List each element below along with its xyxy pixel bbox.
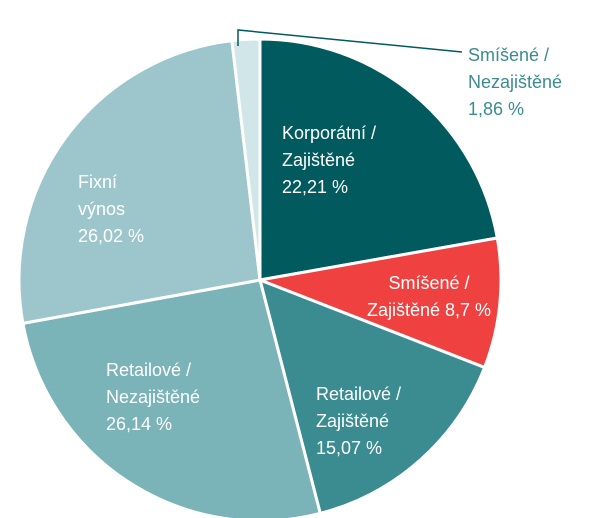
slice-label: Fixní výnos 26,02 % — [78, 169, 150, 250]
slice-label: Smíšené / Zajištěné 8,7 % — [352, 270, 506, 324]
value-label: 26,14 % — [106, 414, 173, 434]
category: Retailové / Nezajištěné — [106, 360, 201, 407]
pie-slice — [230, 37, 262, 281]
pie-slice — [254, 236, 503, 370]
slice-label: Retailové / Nezajištěné 26,14 % — [106, 357, 236, 438]
leader-line — [237, 29, 463, 53]
value-label: 26,02 % — [78, 226, 145, 246]
value-label: 22,21 % — [282, 177, 349, 197]
category: Smíšené / Nezajištěné — [468, 45, 563, 92]
pie-slice — [21, 278, 323, 518]
pie-slice — [257, 277, 487, 516]
pie-slice — [17, 38, 262, 326]
category: Fixní výnos — [78, 172, 126, 219]
slice-label: Smíšené / Nezajištěné 1,86 % — [468, 42, 594, 123]
value-label: 8,7 % — [445, 300, 492, 320]
category: Retailové / Zajištěné — [316, 384, 402, 431]
value-label: 15,07 % — [316, 438, 383, 458]
slice-label: Korporátní / Zajištěné 22,21 % — [282, 120, 392, 201]
category: Smíšené / Zajištěné — [366, 273, 470, 320]
category: Korporátní / Zajištěné — [282, 123, 377, 170]
slice-label: Retailové / Zajištěné 15,07 % — [316, 381, 426, 462]
value-label: 1,86 % — [468, 99, 525, 119]
pie-slice — [258, 37, 500, 282]
